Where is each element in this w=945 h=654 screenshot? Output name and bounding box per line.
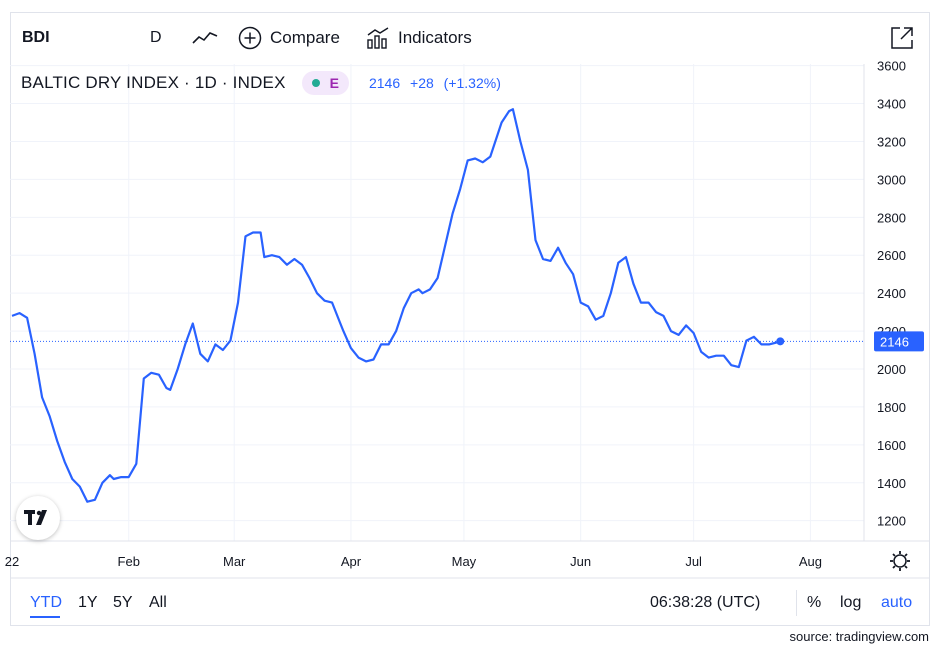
range-1y-button[interactable]: 1Y bbox=[78, 594, 98, 611]
legend-change-pct: (+1.32%) bbox=[443, 75, 501, 91]
legend-quote: 2146 +28 (+1.32%) bbox=[369, 75, 507, 91]
gear-icon bbox=[890, 551, 910, 571]
y-tick-label: 1600 bbox=[877, 438, 906, 453]
symbol-search-button[interactable]: BDI bbox=[22, 29, 50, 46]
y-tick-label: 2400 bbox=[877, 286, 906, 301]
source-credit: source: tradingview.com bbox=[789, 629, 929, 644]
percent-scale-button[interactable]: % bbox=[807, 594, 822, 611]
x-tick-label: Jul bbox=[685, 554, 702, 569]
grid-lines bbox=[10, 64, 930, 579]
indicators-button[interactable]: Indicators bbox=[366, 12, 472, 64]
y-tick-label: 1400 bbox=[877, 476, 906, 491]
x-tick-label: Feb bbox=[118, 554, 140, 569]
y-tick-label: 1200 bbox=[877, 514, 906, 529]
y-tick-label: 2800 bbox=[877, 210, 906, 225]
market-status-badge[interactable]: E bbox=[301, 71, 349, 95]
last-price-dot bbox=[776, 337, 785, 346]
legend-change: +28 bbox=[410, 75, 434, 91]
legend-title[interactable]: BALTIC DRY INDEX · 1D · INDEX bbox=[21, 73, 286, 92]
time-axis[interactable]: 22 Feb Mar Apr May Jun Jul Aug bbox=[5, 554, 822, 569]
log-scale-button[interactable]: log bbox=[840, 594, 862, 611]
chart-frame bbox=[10, 12, 930, 626]
last-price-label: 2146 bbox=[874, 331, 924, 352]
badge-letter: E bbox=[329, 75, 339, 91]
y-tick-label: 3600 bbox=[877, 59, 906, 74]
market-status-dot bbox=[311, 79, 320, 87]
top-toolbar: BDI D Compare Indicators bbox=[10, 12, 930, 64]
price-axis[interactable]: 1200140016001800200022002400260028003000… bbox=[877, 59, 906, 529]
auto-scale-button[interactable]: auto bbox=[881, 594, 913, 611]
fullscreen-button[interactable] bbox=[890, 12, 914, 64]
y-tick-label: 2600 bbox=[877, 248, 906, 263]
x-tick-label: Apr bbox=[341, 554, 362, 569]
y-tick-label: 3000 bbox=[877, 172, 906, 187]
x-tick-label: 22 bbox=[5, 554, 19, 569]
tradingview-logo[interactable] bbox=[16, 496, 60, 540]
bottom-separator bbox=[796, 590, 797, 616]
y-tick-label: 3200 bbox=[877, 134, 906, 149]
y-tick-label: 1800 bbox=[877, 400, 906, 415]
compare-button[interactable]: Compare bbox=[238, 12, 340, 64]
indicators-label: Indicators bbox=[398, 28, 472, 47]
compare-label: Compare bbox=[270, 28, 340, 47]
y-tick-label: 3400 bbox=[877, 97, 906, 112]
y-tick-label: 2000 bbox=[877, 362, 906, 377]
chart-legend: BALTIC DRY INDEX · 1D · INDEX E 2146 +28… bbox=[21, 70, 507, 96]
fullscreen-icon bbox=[891, 27, 913, 49]
range-5y-button[interactable]: 5Y bbox=[113, 594, 133, 611]
x-tick-label: Jun bbox=[570, 554, 591, 569]
last-price-label-text: 2146 bbox=[880, 334, 909, 349]
line-chart-icon bbox=[192, 32, 218, 44]
series-line-bdi bbox=[11, 108, 781, 503]
x-tick-label: May bbox=[452, 554, 477, 569]
settings-button[interactable] bbox=[890, 551, 910, 571]
plus-circle-icon bbox=[238, 26, 262, 50]
active-range-indicator bbox=[30, 616, 60, 618]
x-tick-label: Aug bbox=[799, 554, 822, 569]
tradingview-logo-icon bbox=[24, 510, 47, 525]
indicators-icon bbox=[367, 27, 389, 49]
interval-button[interactable]: D bbox=[150, 29, 162, 46]
legend-last: 2146 bbox=[368, 75, 401, 91]
range-all-button[interactable]: All bbox=[149, 594, 167, 611]
time-display[interactable]: 06:38:28 (UTC) bbox=[650, 594, 761, 611]
bottom-toolbar: YTD 1Y 5Y All 06:38:28 (UTC) % log auto bbox=[10, 580, 930, 626]
x-tick-label: Mar bbox=[223, 554, 246, 569]
chart-type-button[interactable] bbox=[192, 12, 218, 64]
range-ytd-button[interactable]: YTD bbox=[30, 594, 62, 611]
